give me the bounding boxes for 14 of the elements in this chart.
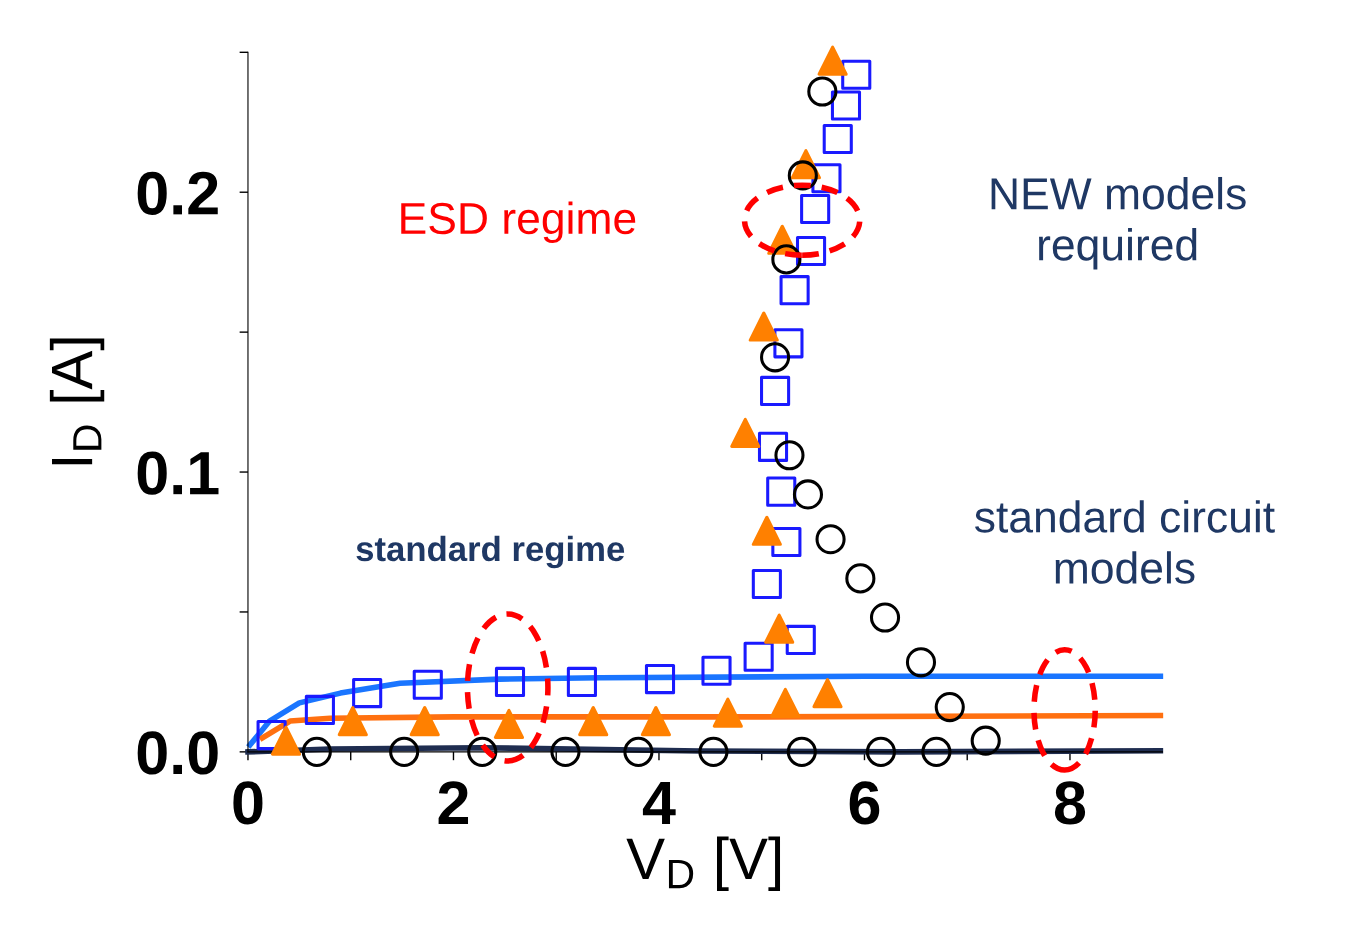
annotation: ESD regime [401,201,636,244]
x-tick-label: 2 [438,781,469,824]
annotation: standard regime [356,535,625,569]
y-tick-label: 0.1 [137,451,219,495]
x-tick-label: 8 [1054,781,1086,825]
x-tick-label: 0 [233,781,263,825]
x-tick-label: 6 [849,781,880,825]
annotation: NEW models required [991,176,1246,270]
x-tick-label: 4 [642,781,676,824]
y-axis-title: I$_{D}$ [A] [49,338,105,465]
x-axis-title: V$_{D}$ [V] [626,836,781,891]
y-tick-label: 0.2 [137,171,218,215]
y-tick-label: 0.0 [137,731,218,775]
annotation: standard circuit models [974,500,1275,584]
